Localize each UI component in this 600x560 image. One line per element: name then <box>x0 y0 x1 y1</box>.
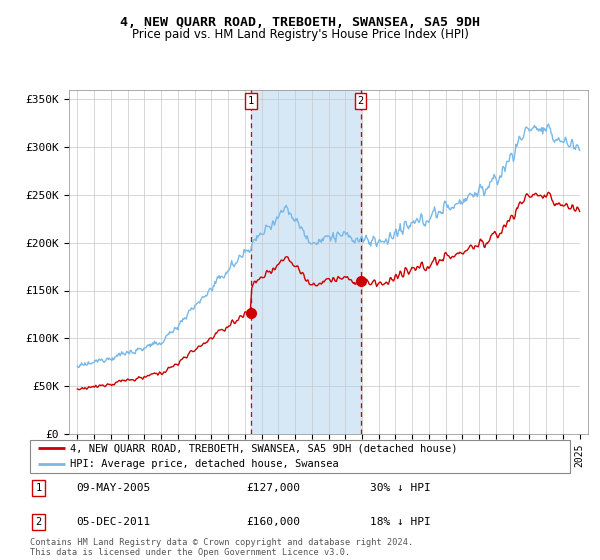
Text: 1: 1 <box>248 96 254 106</box>
Text: 2: 2 <box>358 96 364 106</box>
Text: 30% ↓ HPI: 30% ↓ HPI <box>370 483 431 493</box>
Text: HPI: Average price, detached house, Swansea: HPI: Average price, detached house, Swan… <box>71 459 339 469</box>
Text: 4, NEW QUARR ROAD, TREBOETH, SWANSEA, SA5 9DH: 4, NEW QUARR ROAD, TREBOETH, SWANSEA, SA… <box>120 16 480 29</box>
Text: 1: 1 <box>35 483 41 493</box>
Text: Price paid vs. HM Land Registry's House Price Index (HPI): Price paid vs. HM Land Registry's House … <box>131 28 469 41</box>
Text: £127,000: £127,000 <box>246 483 300 493</box>
FancyBboxPatch shape <box>30 440 570 473</box>
Text: £160,000: £160,000 <box>246 517 300 527</box>
Text: 18% ↓ HPI: 18% ↓ HPI <box>370 517 431 527</box>
Text: Contains HM Land Registry data © Crown copyright and database right 2024.
This d: Contains HM Land Registry data © Crown c… <box>30 538 413 557</box>
Text: 4, NEW QUARR ROAD, TREBOETH, SWANSEA, SA5 9DH (detached house): 4, NEW QUARR ROAD, TREBOETH, SWANSEA, SA… <box>71 444 458 454</box>
Text: 05-DEC-2011: 05-DEC-2011 <box>76 517 150 527</box>
Text: 09-MAY-2005: 09-MAY-2005 <box>76 483 150 493</box>
Bar <box>251 90 361 434</box>
Bar <box>580 90 588 434</box>
Text: 2: 2 <box>35 517 41 527</box>
